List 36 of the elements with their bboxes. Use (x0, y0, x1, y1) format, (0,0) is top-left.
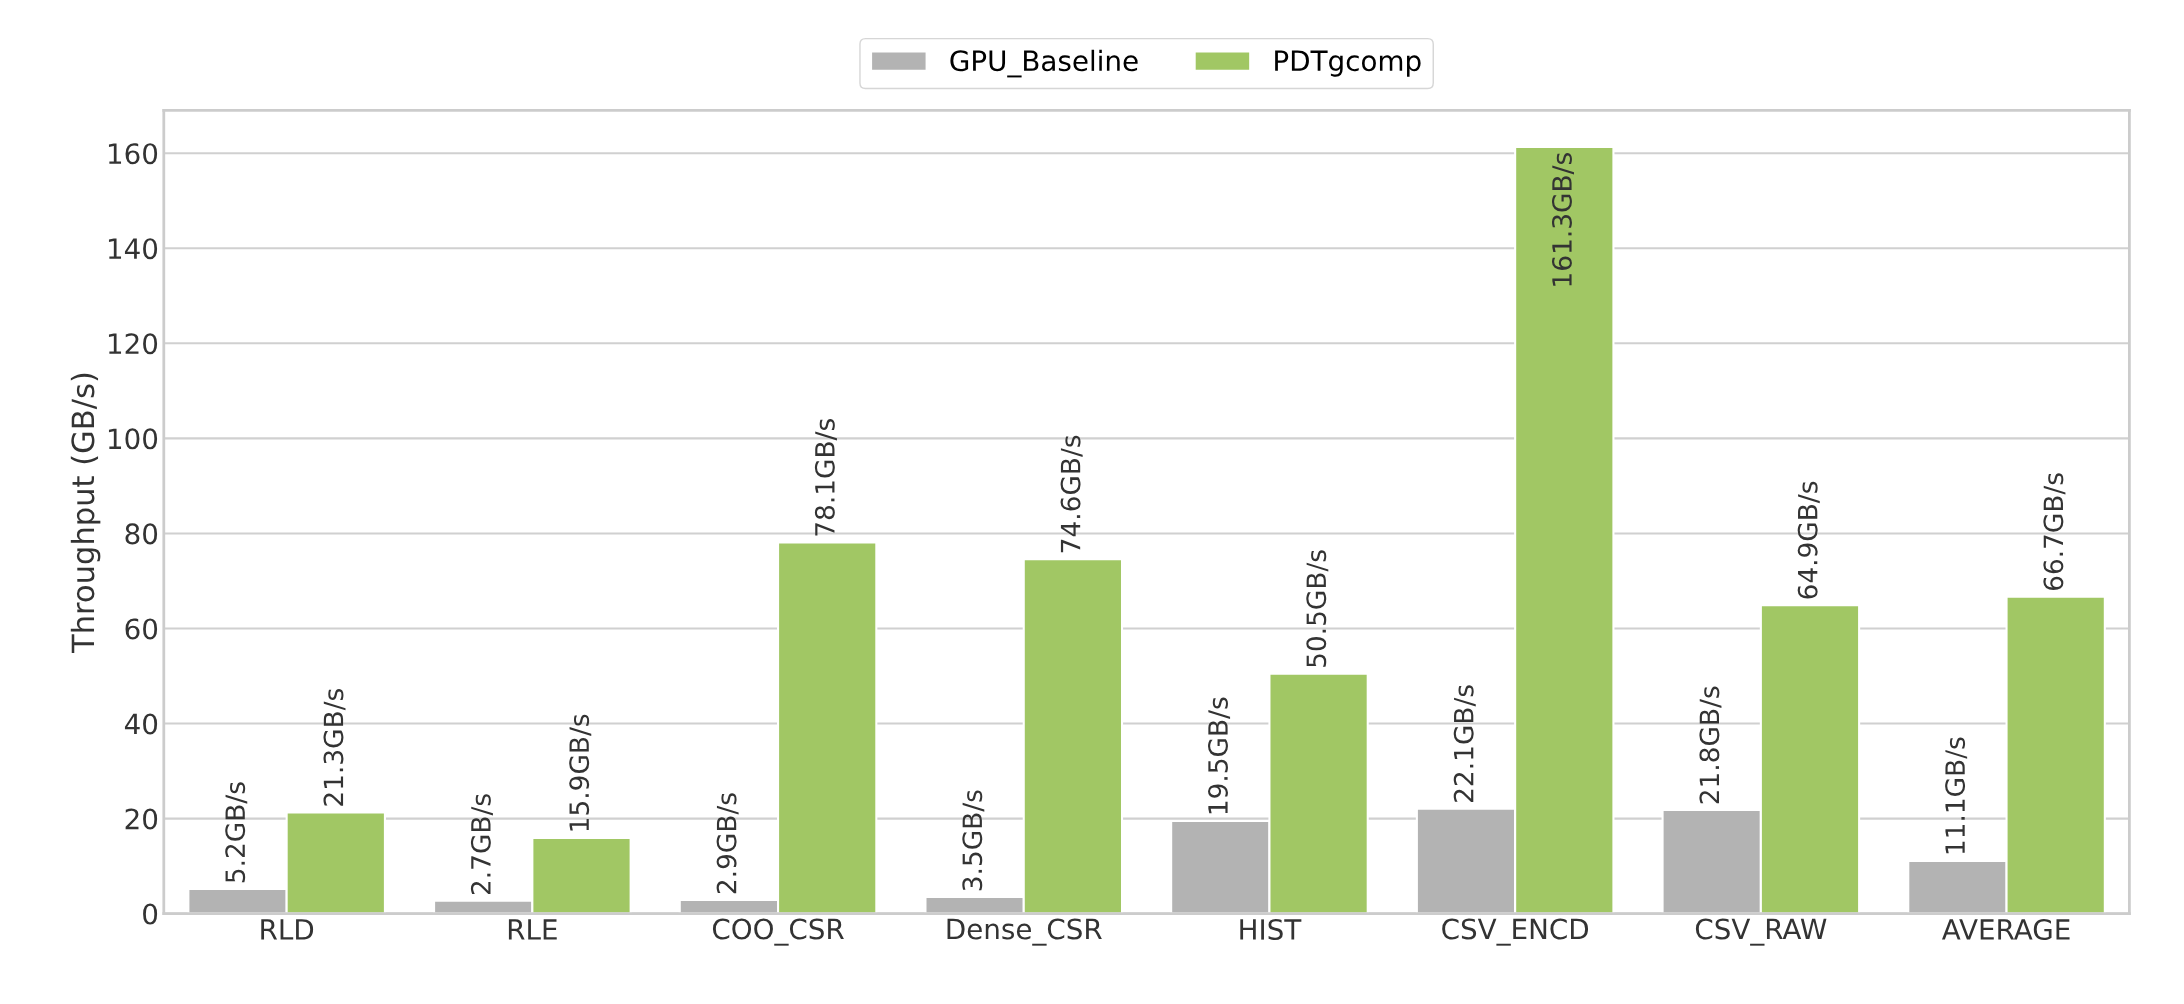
data-label: 3.5GB/s (962, 790, 985, 891)
x-tick-label: RLE (508, 919, 557, 940)
y-tick-label: 140 (108, 238, 158, 260)
y-tick-label: 0 (143, 903, 158, 925)
data-label: 50.5GB/s (1306, 550, 1329, 667)
y-tick-label: 20 (125, 808, 158, 830)
legend-label: GPU_Baseline (950, 49, 1138, 78)
x-tick-label: RLD (261, 919, 314, 940)
data-label: 2.9GB/s (716, 793, 739, 894)
y-tick-label: 160 (108, 143, 158, 165)
legend-label: PDTgcomp (1275, 50, 1421, 77)
y-tick-label: 80 (125, 523, 158, 545)
data-label: 2.7GB/s (470, 794, 493, 895)
data-label: 19.5GB/s (1208, 697, 1231, 814)
data-label: 64.9GB/s (1797, 481, 1820, 599)
x-tick-label: COO_CSR (712, 918, 844, 946)
data-label: 21.3GB/s (323, 689, 346, 806)
y-tick-label: 60 (125, 618, 158, 640)
data-label: 22.1GB/s (1453, 685, 1476, 802)
data-label: 78.1GB/s (814, 419, 837, 536)
x-tick-label: HIST (1240, 918, 1302, 940)
data-label: 21.8GB/s (1699, 686, 1722, 804)
data-label: 15.9GB/s (569, 714, 592, 831)
x-tick-label: CSV_ENCD (1442, 918, 1589, 946)
data-label: 161.3GB/s (1551, 153, 1575, 286)
data-label: 66.7GB/s (2043, 473, 2066, 591)
y-tick-label: 40 (124, 713, 158, 735)
y-axis-title: Throughput (GB/s) (70, 373, 101, 654)
y-tick-label: 120 (108, 333, 158, 355)
x-tick-label: AVERAGE (1941, 918, 2070, 940)
x-tick-label: CSV_RAW (1695, 918, 1827, 946)
data-label: 11.1GB/s (1945, 737, 1968, 854)
data-label: 5.2GB/s (225, 782, 248, 883)
y-tick-label: 100 (108, 428, 158, 450)
data-label: 74.6GB/s (1060, 435, 1083, 553)
x-tick-label: Dense_CSR (947, 918, 1102, 946)
